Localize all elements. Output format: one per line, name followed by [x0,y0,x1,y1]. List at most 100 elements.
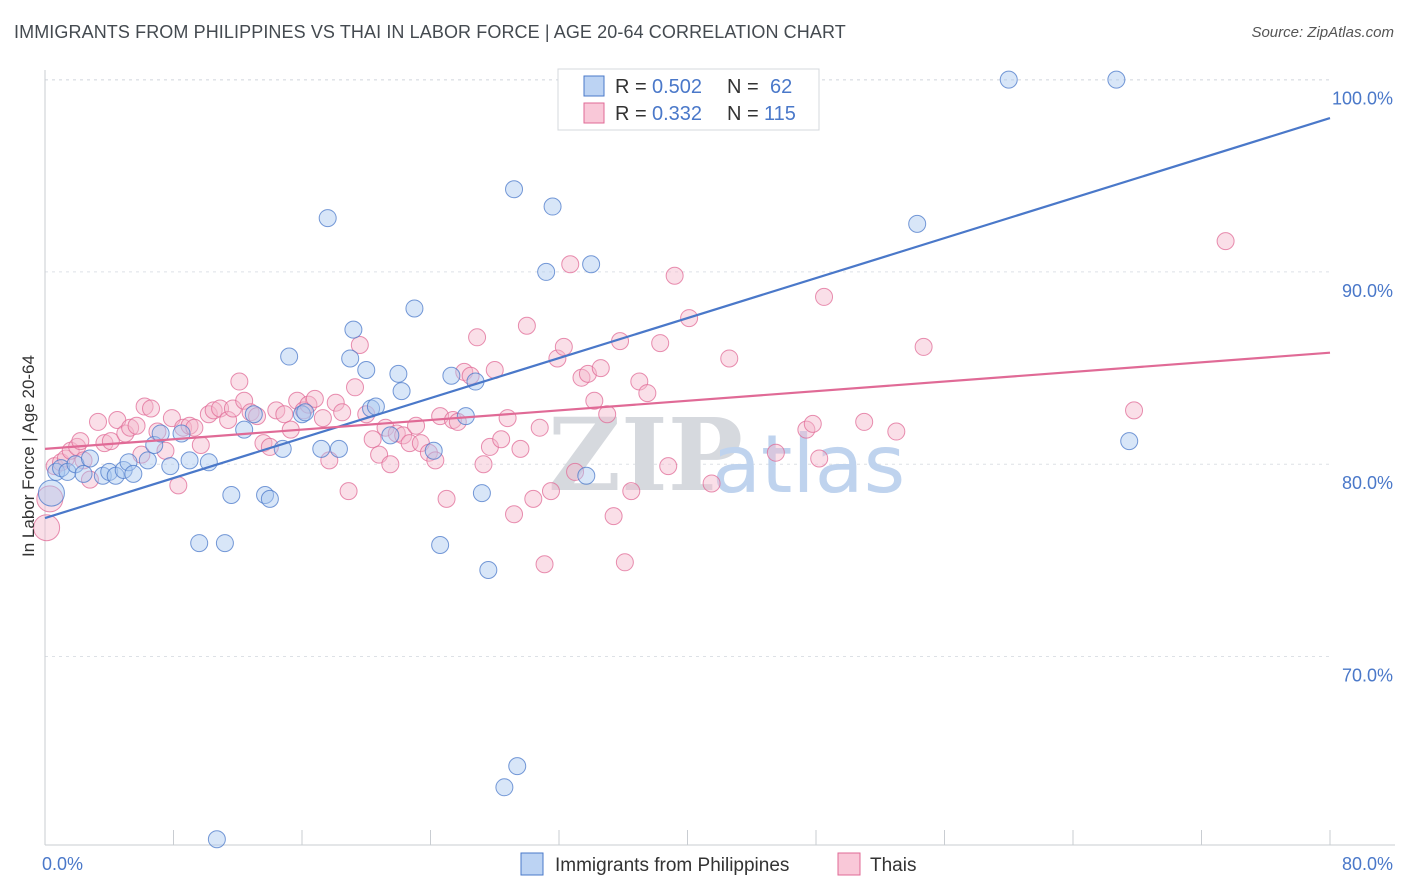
philippines-point [505,180,524,199]
stats-legend: R = 0.502 N = 62 R = 0.332 N = 115 [557,68,820,131]
thais-point [591,359,610,378]
philippines-point [329,439,348,458]
thais-point [651,334,670,353]
philippines-point [138,451,157,470]
thais-point [665,266,684,285]
thais-point [530,418,549,437]
axes [44,70,1395,846]
y-tick-label: 80.0% [1342,473,1393,493]
philippines-point [119,453,138,472]
legend-n-label-2: N = [727,103,759,125]
thais-point [437,489,456,508]
philippines-point [405,299,424,318]
philippines-point [431,536,450,554]
bottom-legend-swatch-philippines [520,852,544,876]
legend-n-value-1: 62 [770,76,792,98]
thais-point [426,451,445,470]
philippines-point [582,255,601,274]
philippines-point [543,197,562,216]
philippines-point [479,561,498,579]
thais-point [524,489,543,508]
thais-point [1125,401,1144,420]
thais-point [142,399,161,418]
philippines-point [442,366,461,385]
philippines-point [508,757,527,776]
thais-point [887,422,906,441]
thais-point [914,337,933,356]
thais-point [535,555,554,574]
philippines-point [389,364,408,383]
philippines-point [344,320,363,339]
x-tick-label-min: 0.0% [42,854,83,874]
thais-point [305,389,324,408]
thais-point [638,384,657,403]
philippines-point [207,830,226,849]
thais-point [468,328,487,347]
y-tick-labels: 70.0% 80.0% 90.0% 100.0% [1332,89,1393,686]
thais-point [511,439,530,458]
thais-point [461,366,480,385]
thais-point [702,474,721,493]
thais-point [561,255,580,274]
thais-point [121,418,140,437]
thais-point [505,505,524,524]
philippines-point [472,484,491,503]
thais-point [554,337,573,356]
philippines-point [235,420,254,439]
thais-point [766,443,785,462]
thais-point [855,412,874,431]
philippines-point [537,262,556,281]
y-tick-label: 70.0% [1342,666,1393,686]
bottom-legend-thais: Thais [870,855,916,876]
thais-trend-line [44,351,1331,450]
philippines-point [293,405,311,424]
thais-point [350,336,369,354]
philippines-point [124,464,143,483]
legend-r-value-1: 0.502 [652,76,702,98]
thais-point [394,426,413,445]
thais-point [659,457,678,476]
thais-point [333,403,352,422]
philippines-point [577,466,596,485]
thais-point [191,436,210,454]
philippines-point [280,347,299,366]
legend-swatch-blue [583,75,605,97]
thais-point [101,432,120,451]
philippines-point [215,534,234,553]
y-tick-label: 90.0% [1342,281,1393,301]
philippines-point [296,403,315,422]
thais-point [517,316,536,335]
thais-point [339,482,358,501]
philippines-point [190,534,209,553]
thais-point [815,287,834,306]
philippines-point [999,70,1018,89]
thais-point [474,455,493,474]
philippines-point [161,457,180,476]
philippines-point [392,382,411,401]
legend-r-label-1: R = [615,76,647,98]
philippines-point [424,441,443,460]
thais-point [381,455,400,474]
watermark-zip: ZIP [548,396,743,514]
thais-point [541,482,560,501]
x-tick-labels: 0.0% 80.0% [42,854,1393,874]
philippines-point [1120,432,1139,451]
legend-swatch-pink [583,102,605,124]
thais-point [720,349,739,368]
thais-point [204,401,223,420]
thais-point [498,409,517,428]
thais-point [326,393,345,412]
thais-point [810,449,829,468]
thais-point [313,409,332,428]
legend-r-label-2: R = [615,103,647,125]
thais-point [492,430,511,449]
philippines-point [260,489,279,508]
philippines-point [244,405,263,424]
thais-point [127,416,146,435]
philippines-point [908,214,927,233]
trend-lines [44,117,1331,520]
thais-point [89,412,108,431]
chart-title: IMMIGRANTS FROM PHILIPPINES VS THAI IN L… [14,22,846,42]
thais-point [615,553,634,572]
